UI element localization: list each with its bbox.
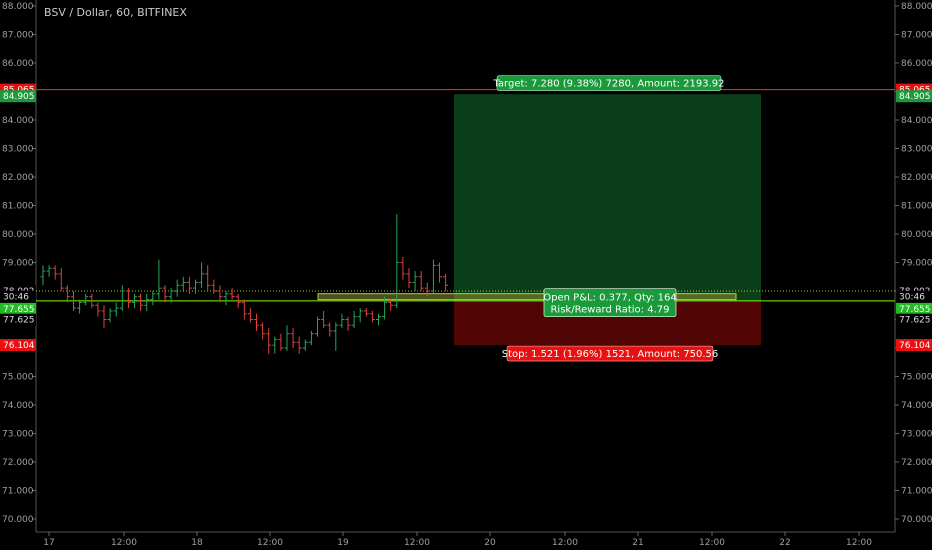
y-tick-label-right: 82.000 [901,173,932,183]
axis-tag-current-right: 77.655 [899,305,931,315]
y-tick-label-left: 84.000 [2,116,34,126]
axis-tag-current-left: 77.655 [3,305,35,315]
x-tick-label: 12:00 [699,538,725,548]
axis-tag-stop-right-bg [896,339,932,352]
y-tick-label-right: 86.000 [901,59,932,69]
y-tick-label-right: 72.000 [901,458,932,468]
axis-tag-countdown-right: 30:46 [899,293,925,303]
x-tick-label: 19 [337,538,349,548]
x-tick-label: 12:00 [552,538,578,548]
target-label-bg [496,75,722,91]
y-tick-label-left: 79.000 [2,259,34,269]
chart-title: BSV / Dollar, 60, BITFINEX [44,6,187,19]
axis-tag-target-green-right: 84.905 [899,92,931,102]
y-tick-label-left: 75.000 [2,373,34,383]
x-tick-label: 12:00 [111,538,137,548]
x-tick-label: 12:00 [257,538,283,548]
x-tick-label: 21 [632,538,643,548]
axis-tag-entry-left: 77.625 [3,316,35,326]
stop-label: Stop: 1.521 (1.96%) 1521, Amount: 750.56 [502,349,718,360]
y-tick-label-right: 81.000 [901,202,932,212]
rr-label: Risk/Reward Ratio: 4.79 [550,305,669,316]
axis-tag-countdown-right-bg [896,290,932,303]
y-tick-label-right: 73.000 [901,430,932,440]
y-tick-label-left: 88.000 [2,2,34,12]
y-tick-label-right: 80.000 [901,230,932,240]
y-tick-label-right: 71.000 [901,487,932,497]
y-tick-label-left: 81.000 [2,202,34,212]
y-tick-label-left: 70.000 [2,515,34,525]
axis-tag-countdown-left-bg [0,290,36,303]
y-tick-label-right: 83.000 [901,145,932,155]
axis-tag-target-green-right-bg [896,90,932,103]
y-tick-label-right: 75.000 [901,373,932,383]
y-tick-label-left: 73.000 [2,430,34,440]
y-tick-label-right: 79.000 [901,259,932,269]
pnl-box-bg [543,288,677,318]
x-tick-label: 22 [779,538,790,548]
y-tick-label-left: 74.000 [2,401,34,411]
y-tick-label-left: 82.000 [2,173,34,183]
axis-tag-target-green-left: 84.905 [3,92,35,102]
y-tick-label-left: 72.000 [2,458,34,468]
entry-band [317,293,737,301]
profit-zone [454,94,761,302]
axis-tag-stop-right: 76.104 [899,341,931,351]
y-tick-label-right: 84.000 [901,116,932,126]
x-tick-label: 17 [43,538,54,548]
axis-tag-current-right-bg [896,302,932,315]
axis-tag-current-left-bg [0,302,36,315]
axis-tag-stop-left-bg [0,339,36,352]
x-tick-label: 12:00 [404,538,430,548]
y-tick-label-right: 88.000 [901,2,932,12]
axis-tag-countdown-left: 30:46 [3,293,29,303]
stop-label-bg [506,345,714,362]
axis-tag-stop-left: 76.104 [3,341,35,351]
y-tick-label-left: 71.000 [2,487,34,497]
y-tick-label-left: 87.000 [2,31,34,41]
x-tick-label: 20 [484,538,496,548]
axis-tag-entry-right: 77.625 [899,316,931,326]
y-tick-label-right: 74.000 [901,401,932,411]
y-tick-label-left: 80.000 [2,230,34,240]
y-tick-label-right: 87.000 [901,31,932,41]
x-tick-label: 18 [191,538,203,548]
x-tick-label: 12:00 [846,538,872,548]
pnl-label: Open P&L: 0.377, Qty: 164 [543,293,676,304]
axis-tag-entry-right-bg [896,313,932,326]
axis-tag-target-green-left-bg [0,90,36,103]
y-tick-label-left: 83.000 [2,145,34,155]
y-tick-label-right: 70.000 [901,515,932,525]
target-label: Target: 7.280 (9.38%) 7280, Amount: 2193… [492,79,724,90]
axis-tag-entry-left-bg [0,313,36,326]
y-tick-label-left: 86.000 [2,59,34,69]
